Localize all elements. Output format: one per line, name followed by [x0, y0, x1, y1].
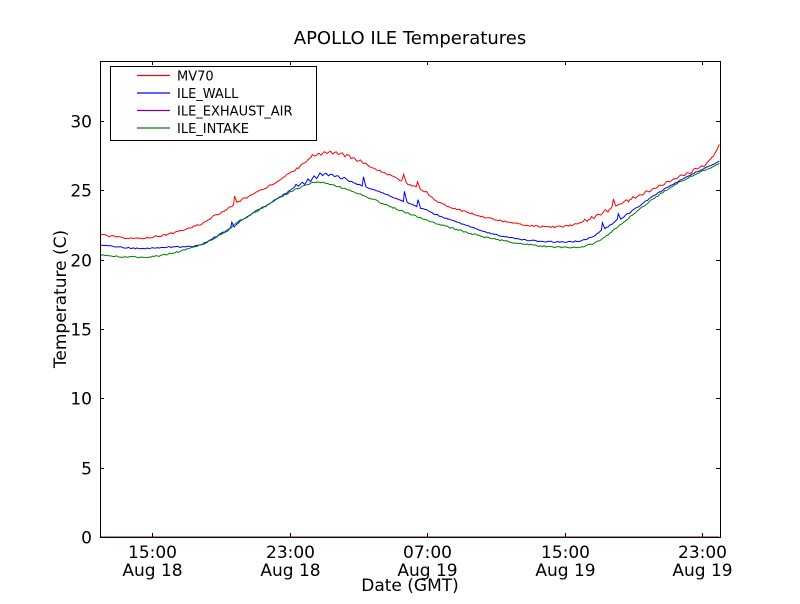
y-tick-label: 15 [70, 321, 92, 341]
legend-label-ile_wall: ILE_WALL [177, 87, 239, 102]
x-tick-label-time: 15:00 [541, 543, 590, 563]
legend-label-ile_exhaust_air: ILE_EXHAUST_AIR [177, 105, 293, 120]
x-tick-label-time: 07:00 [403, 543, 452, 563]
x-tick-label-time: 15:00 [128, 543, 177, 563]
y-tick-label: 20 [70, 252, 92, 272]
x-tick-label-date: Aug 18 [122, 561, 182, 581]
series-lines [100, 144, 720, 537]
chart-title: APOLLO ILE Temperatures [294, 28, 526, 49]
series-line-ile_intake [100, 162, 720, 259]
y-tick-label: 10 [70, 390, 92, 410]
x-axis-label: Date (GMT) [361, 576, 459, 596]
y-tick-label: 5 [81, 460, 92, 480]
series-line-ile_wall [100, 160, 720, 250]
legend-label-ile_intake: ILE_INTAKE [177, 122, 249, 137]
series-line-mv70 [100, 144, 720, 240]
x-tick-label-time: 23:00 [678, 543, 727, 563]
y-tick-label: 25 [70, 182, 92, 202]
y-axis-label: Temperature (C) [51, 230, 71, 369]
y-tick-label: 0 [81, 529, 92, 549]
tick-marks [100, 61, 720, 538]
x-tick-label-date: Aug 19 [535, 561, 595, 581]
y-tick-label: 30 [70, 113, 92, 133]
legend-box [110, 66, 317, 141]
legend: MV70 ILE_WALL ILE_EXHAUST_AIR ILE_INTAKE [110, 66, 317, 141]
x-tick-label-time: 23:00 [266, 543, 315, 563]
x-tick-label-date: Aug 19 [397, 561, 457, 581]
legend-label-mv70: MV70 [177, 70, 214, 85]
x-tick-label-date: Aug 19 [672, 561, 732, 581]
x-tick-label-date: Aug 18 [260, 561, 320, 581]
axes-frame [100, 61, 721, 538]
